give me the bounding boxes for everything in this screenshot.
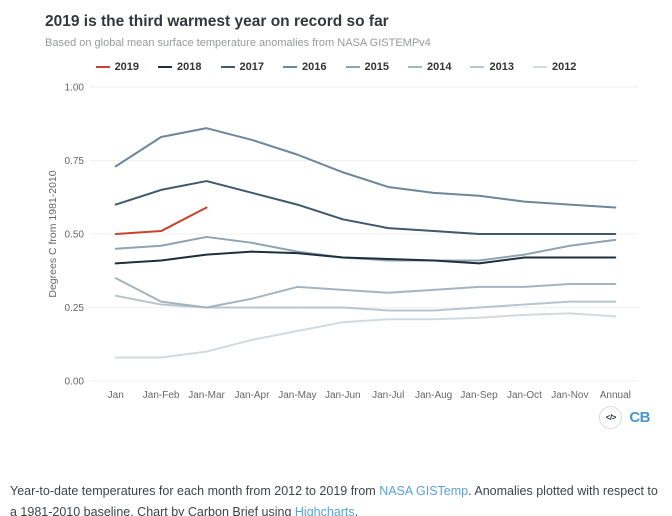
caption-text-1: Year-to-date temperatures for each month… [10,483,380,498]
series-line-2016 [114,127,617,209]
x-tick-label: Jan-Apr [234,390,270,401]
legend-line-marker [532,66,547,68]
legend-line-marker [470,66,485,68]
x-tick-label: Jan-Aug [415,390,452,401]
x-tick-label: Jan-Jun [325,390,361,401]
series-line-2017 [114,180,617,235]
y-tick-label: 0.25 [65,303,85,314]
nasa-gistemp-link[interactable]: NASA GISTemp [379,483,469,498]
series-line-2012 [114,312,617,359]
legend-item-2015[interactable]: 2015 [345,61,389,73]
x-tick-label: Jan-May [278,390,316,401]
legend-label: 2015 [364,61,389,73]
carbon-brief-logo[interactable]: CB [629,409,650,426]
x-tick-label: Jan-Feb [143,390,180,401]
code-icon: </> [605,413,617,422]
x-tick-label: Jan-Oct [507,390,542,401]
legend-label: 2014 [426,61,452,73]
legend-label: 2013 [489,61,514,73]
y-axis-title: Degrees C from 1981-2010 [47,170,59,297]
x-tick-label: Jan [108,390,124,401]
x-tick-label: Jan-Jul [372,390,404,401]
legend-item-2013[interactable]: 2013 [470,61,514,73]
legend-label: 2016 [302,61,327,73]
legend-item-2012[interactable]: 2012 [532,61,577,73]
series-line-2018 [114,250,617,265]
embed-code-button[interactable]: </> [599,406,623,429]
embed-row: </> CB [599,406,650,429]
caption-text-3: . [354,505,359,516]
chart-subtitle: Based on global mean surface temperature… [45,37,431,49]
legend-label: 2017 [239,61,265,73]
legend-line-marker [95,66,110,68]
series-line-2019 [114,206,208,235]
y-tick-label: 1.00 [65,83,85,94]
legend-item-2014[interactable]: 2014 [407,61,452,73]
line-chart-plot: 0.00 0.25 0.50 0.75 1.00 Jan Jan-Feb Jan-Mar Jan… [47,83,638,401]
chart-card: 0.00 0.25 0.50 0.75 1.00 Jan Jan-Feb Jan-Mar Jan… [0,13,672,429]
caption-text-2: . Anomalies plotted with respect to a 19… [10,483,658,516]
highcharts-link[interactable]: Highcharts [294,505,355,516]
legend-label: 2018 [177,61,202,73]
series-line-2013 [114,294,617,312]
legend-line-marker [283,66,298,68]
y-tick-label: 0.75 [65,156,85,167]
legend-label: 2019 [114,61,140,73]
legend-item-2017[interactable]: 2017 [220,61,265,73]
legend-line-marker [220,66,235,68]
legend-item-2019[interactable]: 2019 [95,61,140,73]
x-tick-label: Jan-Nov [551,390,588,401]
legend-item-2016[interactable]: 2016 [283,61,327,73]
legend-line-marker [345,66,360,68]
caption: Year-to-date temperatures for each month… [10,481,662,516]
series-line-2014 [114,277,617,309]
legend-line-marker [158,66,173,68]
x-tick-label: Jan-Sep [460,390,498,401]
x-tick-label: Jan-Mar [188,390,225,401]
y-tick-label: 0.50 [65,230,85,241]
y-tick-label: 0.00 [65,377,85,388]
chart-title: 2019 is the third warmest year on record… [45,13,389,30]
chart-legend: 2019 2018 2017 2016 2015 2014 2013 2012 [0,61,672,73]
legend-label: 2012 [551,61,577,73]
legend-item-2018[interactable]: 2018 [158,61,202,73]
legend-line-marker [407,66,422,68]
x-tick-label: Annual [600,390,631,401]
